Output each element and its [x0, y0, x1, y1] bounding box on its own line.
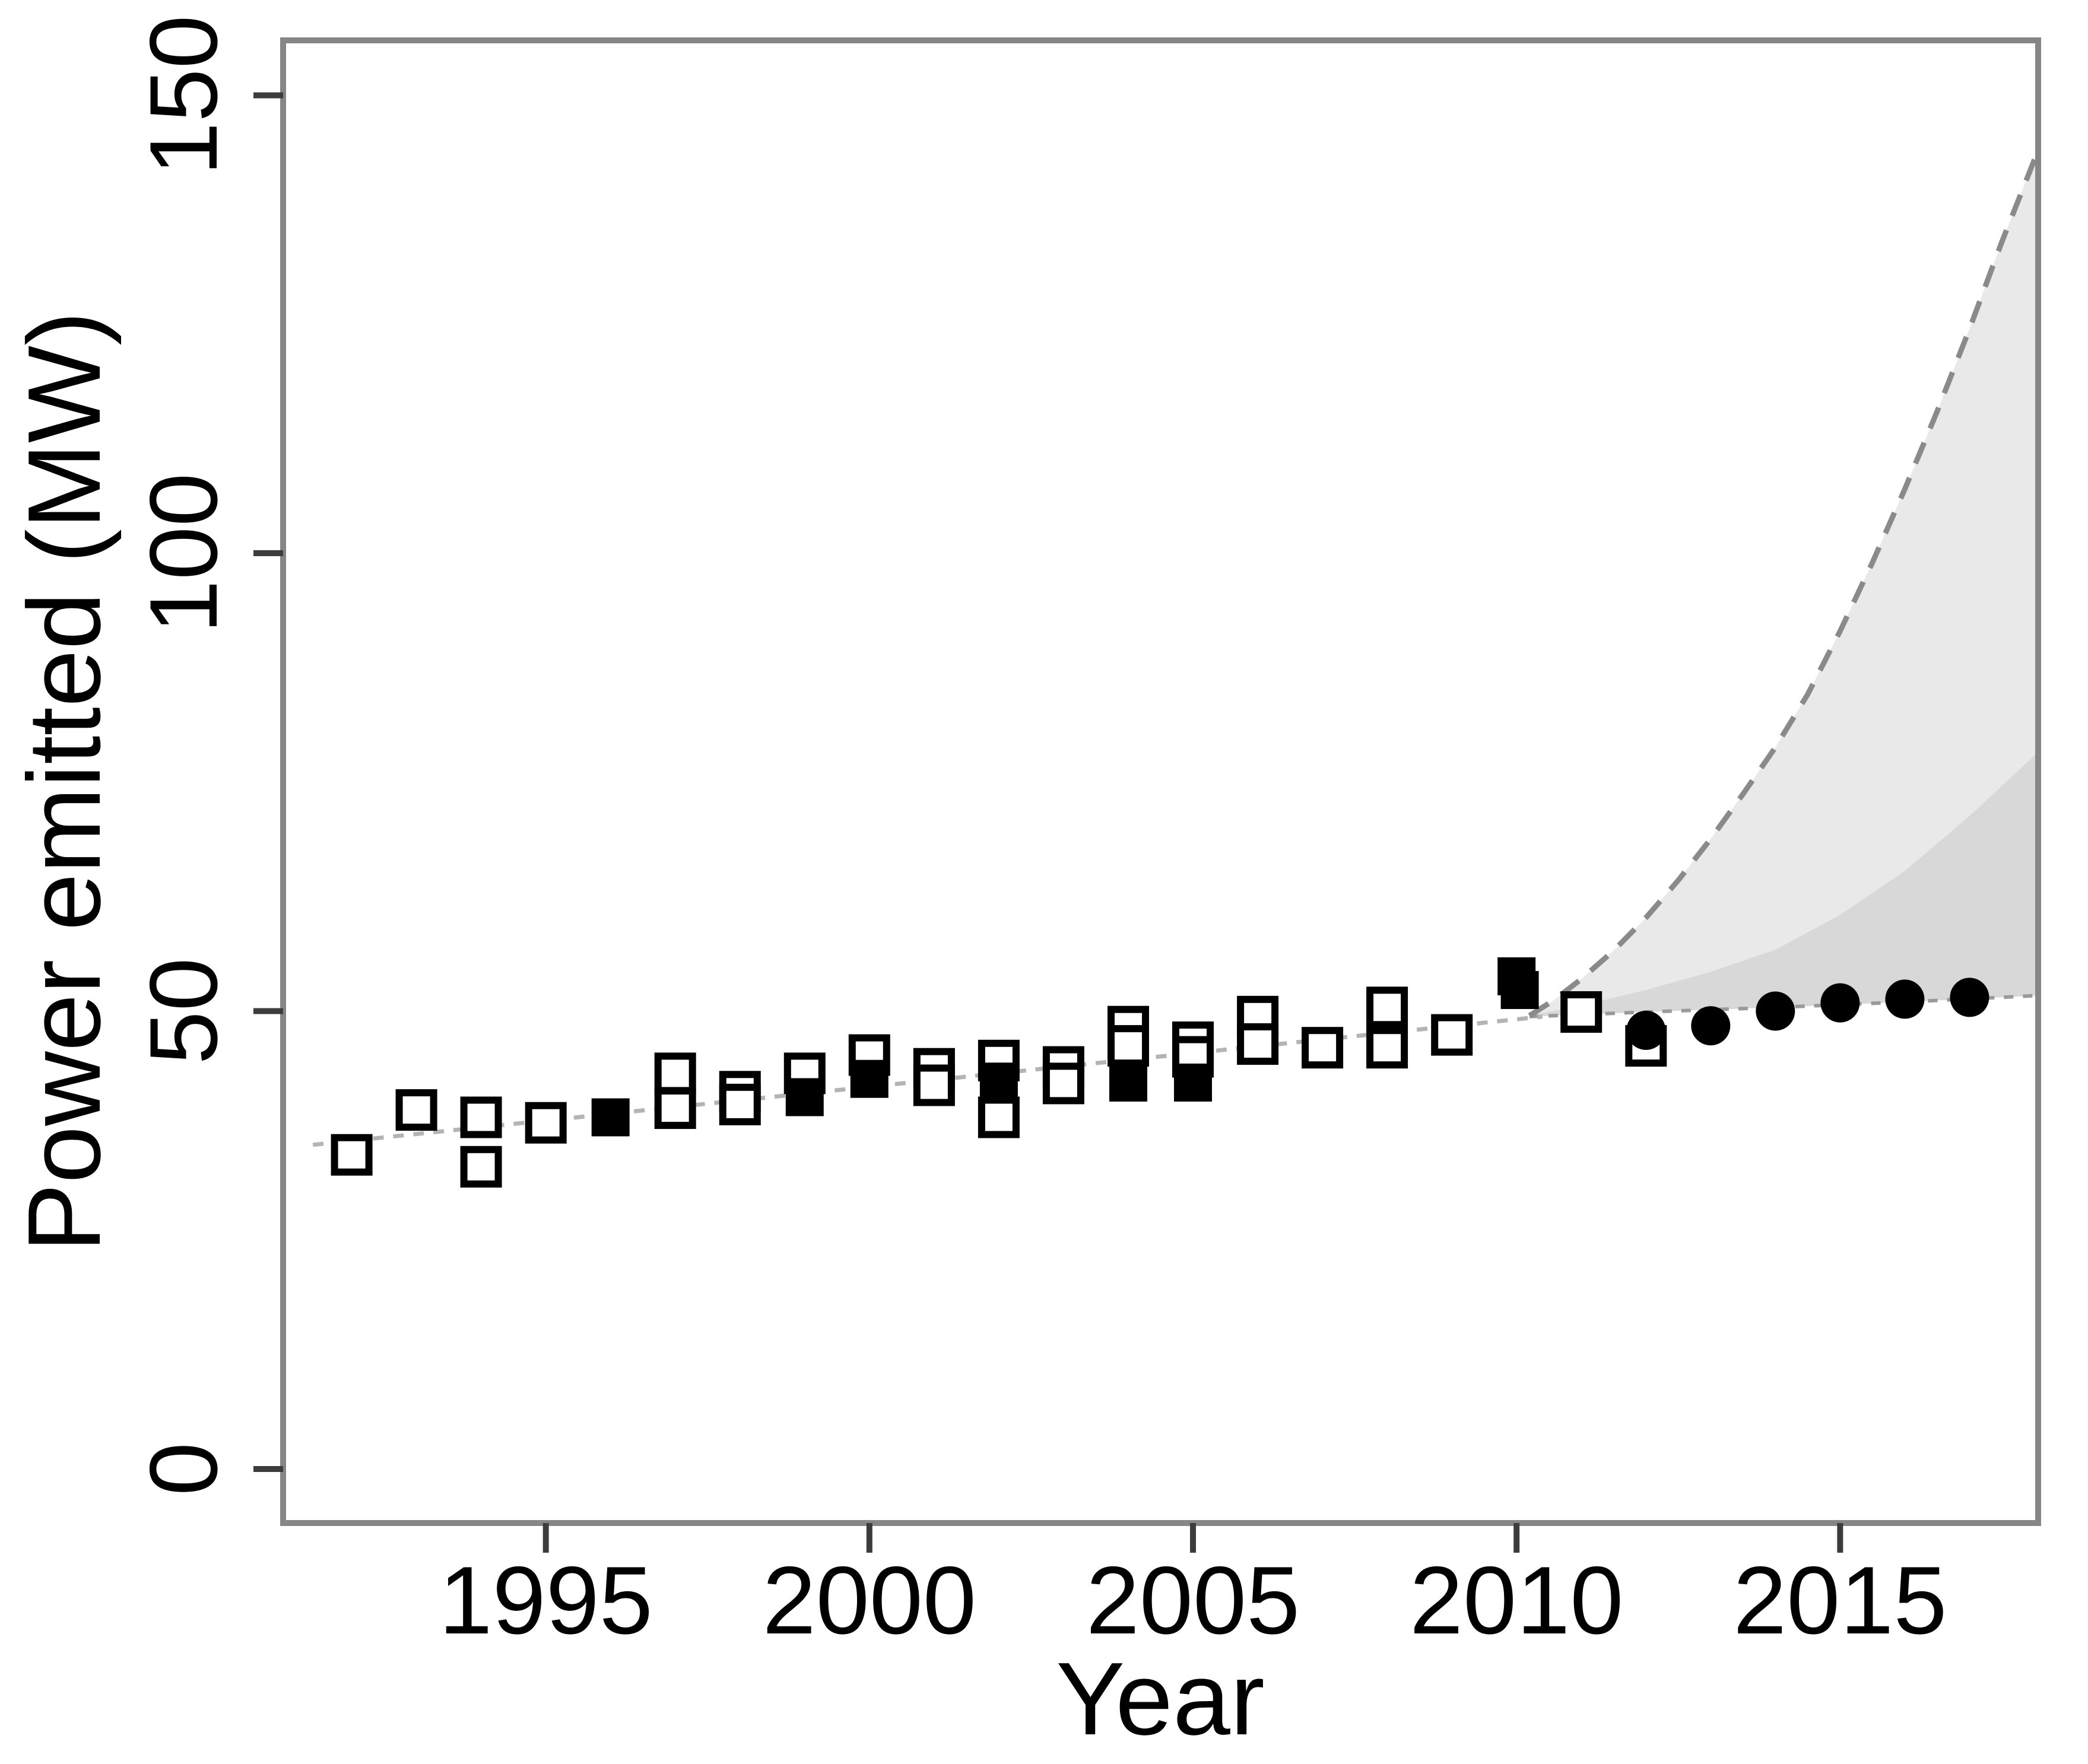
- data-point-open-square: [978, 1096, 1020, 1138]
- data-point-filled-square: [979, 1062, 1018, 1101]
- y-tick-label: 0: [130, 1442, 237, 1496]
- x-axis-title: Year: [1056, 1641, 1265, 1756]
- data-point-open-square: [331, 1134, 373, 1176]
- x-tick-label: 1995: [439, 1547, 652, 1654]
- data-point-open-square: [1302, 1027, 1344, 1069]
- data-point-open-square: [1366, 1027, 1408, 1069]
- data-point-open-square: [654, 1087, 696, 1130]
- data-point-open-square: [1366, 986, 1408, 1029]
- x-tick-label: 2015: [1733, 1547, 1947, 1654]
- data-point-filled-circle: [1756, 991, 1795, 1031]
- outer-prediction-band: [1529, 150, 2038, 1017]
- data-point-filled-circle: [1950, 978, 1989, 1017]
- prediction-bands: [1529, 150, 2038, 1017]
- prediction-upper-bound-line: [1528, 149, 2038, 1018]
- plot-area: 1995 2000 2005 2010 2015 0 50 100 150: [130, 15, 2041, 1654]
- data-point-open-square: [654, 1052, 696, 1094]
- data-point-filled-square: [1109, 1063, 1147, 1102]
- data-point-filled-square: [1174, 1063, 1212, 1102]
- x-tick-label: 2005: [1086, 1547, 1300, 1654]
- data-point-open-square: [1108, 1025, 1149, 1067]
- data-point-open-square: [460, 1096, 502, 1138]
- data-point-open-square: [1042, 1062, 1084, 1105]
- data-point-filled-square: [1500, 971, 1539, 1009]
- x-tick-label: 2010: [1410, 1547, 1623, 1654]
- inner-prediction-band: [1529, 751, 2038, 1017]
- series-filled-squares: [591, 957, 1539, 1137]
- x-tick-label: 2000: [763, 1547, 976, 1654]
- data-point-open-square: [395, 1089, 437, 1131]
- data-point-open-square: [719, 1083, 761, 1125]
- data-point-open-square: [1560, 991, 1603, 1033]
- plot-frame: [280, 37, 2041, 1526]
- data-point-open-square: [1237, 1023, 1279, 1065]
- y-tick-label: 150: [130, 15, 237, 175]
- y-tick-label: 100: [130, 473, 237, 633]
- y-axis-title: Power emitted (MW): [6, 311, 122, 1252]
- data-point-filled-circle: [1626, 1010, 1666, 1050]
- x-axis: 1995 2000 2005 2010 2015: [439, 1523, 1947, 1654]
- data-point-open-square: [913, 1064, 955, 1106]
- data-point-filled-circle: [1885, 979, 1925, 1019]
- y-axis: 0 50 100 150: [130, 15, 283, 1496]
- data-point-filled-square: [785, 1078, 824, 1116]
- data-point-open-square: [525, 1102, 567, 1144]
- y-tick-label: 50: [130, 957, 237, 1064]
- series-open-squares: [331, 986, 1667, 1188]
- data-point-filled-circle: [1820, 983, 1860, 1023]
- series-filled-circles: [1626, 978, 1989, 1050]
- prediction-lower-bound-line: [1529, 994, 2038, 1019]
- data-point-filled-square: [591, 1098, 630, 1137]
- data-point-open-square: [1431, 1014, 1473, 1056]
- data-point-open-square: [460, 1146, 502, 1188]
- data-point-filled-square: [850, 1059, 888, 1098]
- data-point-filled-circle: [1691, 1006, 1731, 1046]
